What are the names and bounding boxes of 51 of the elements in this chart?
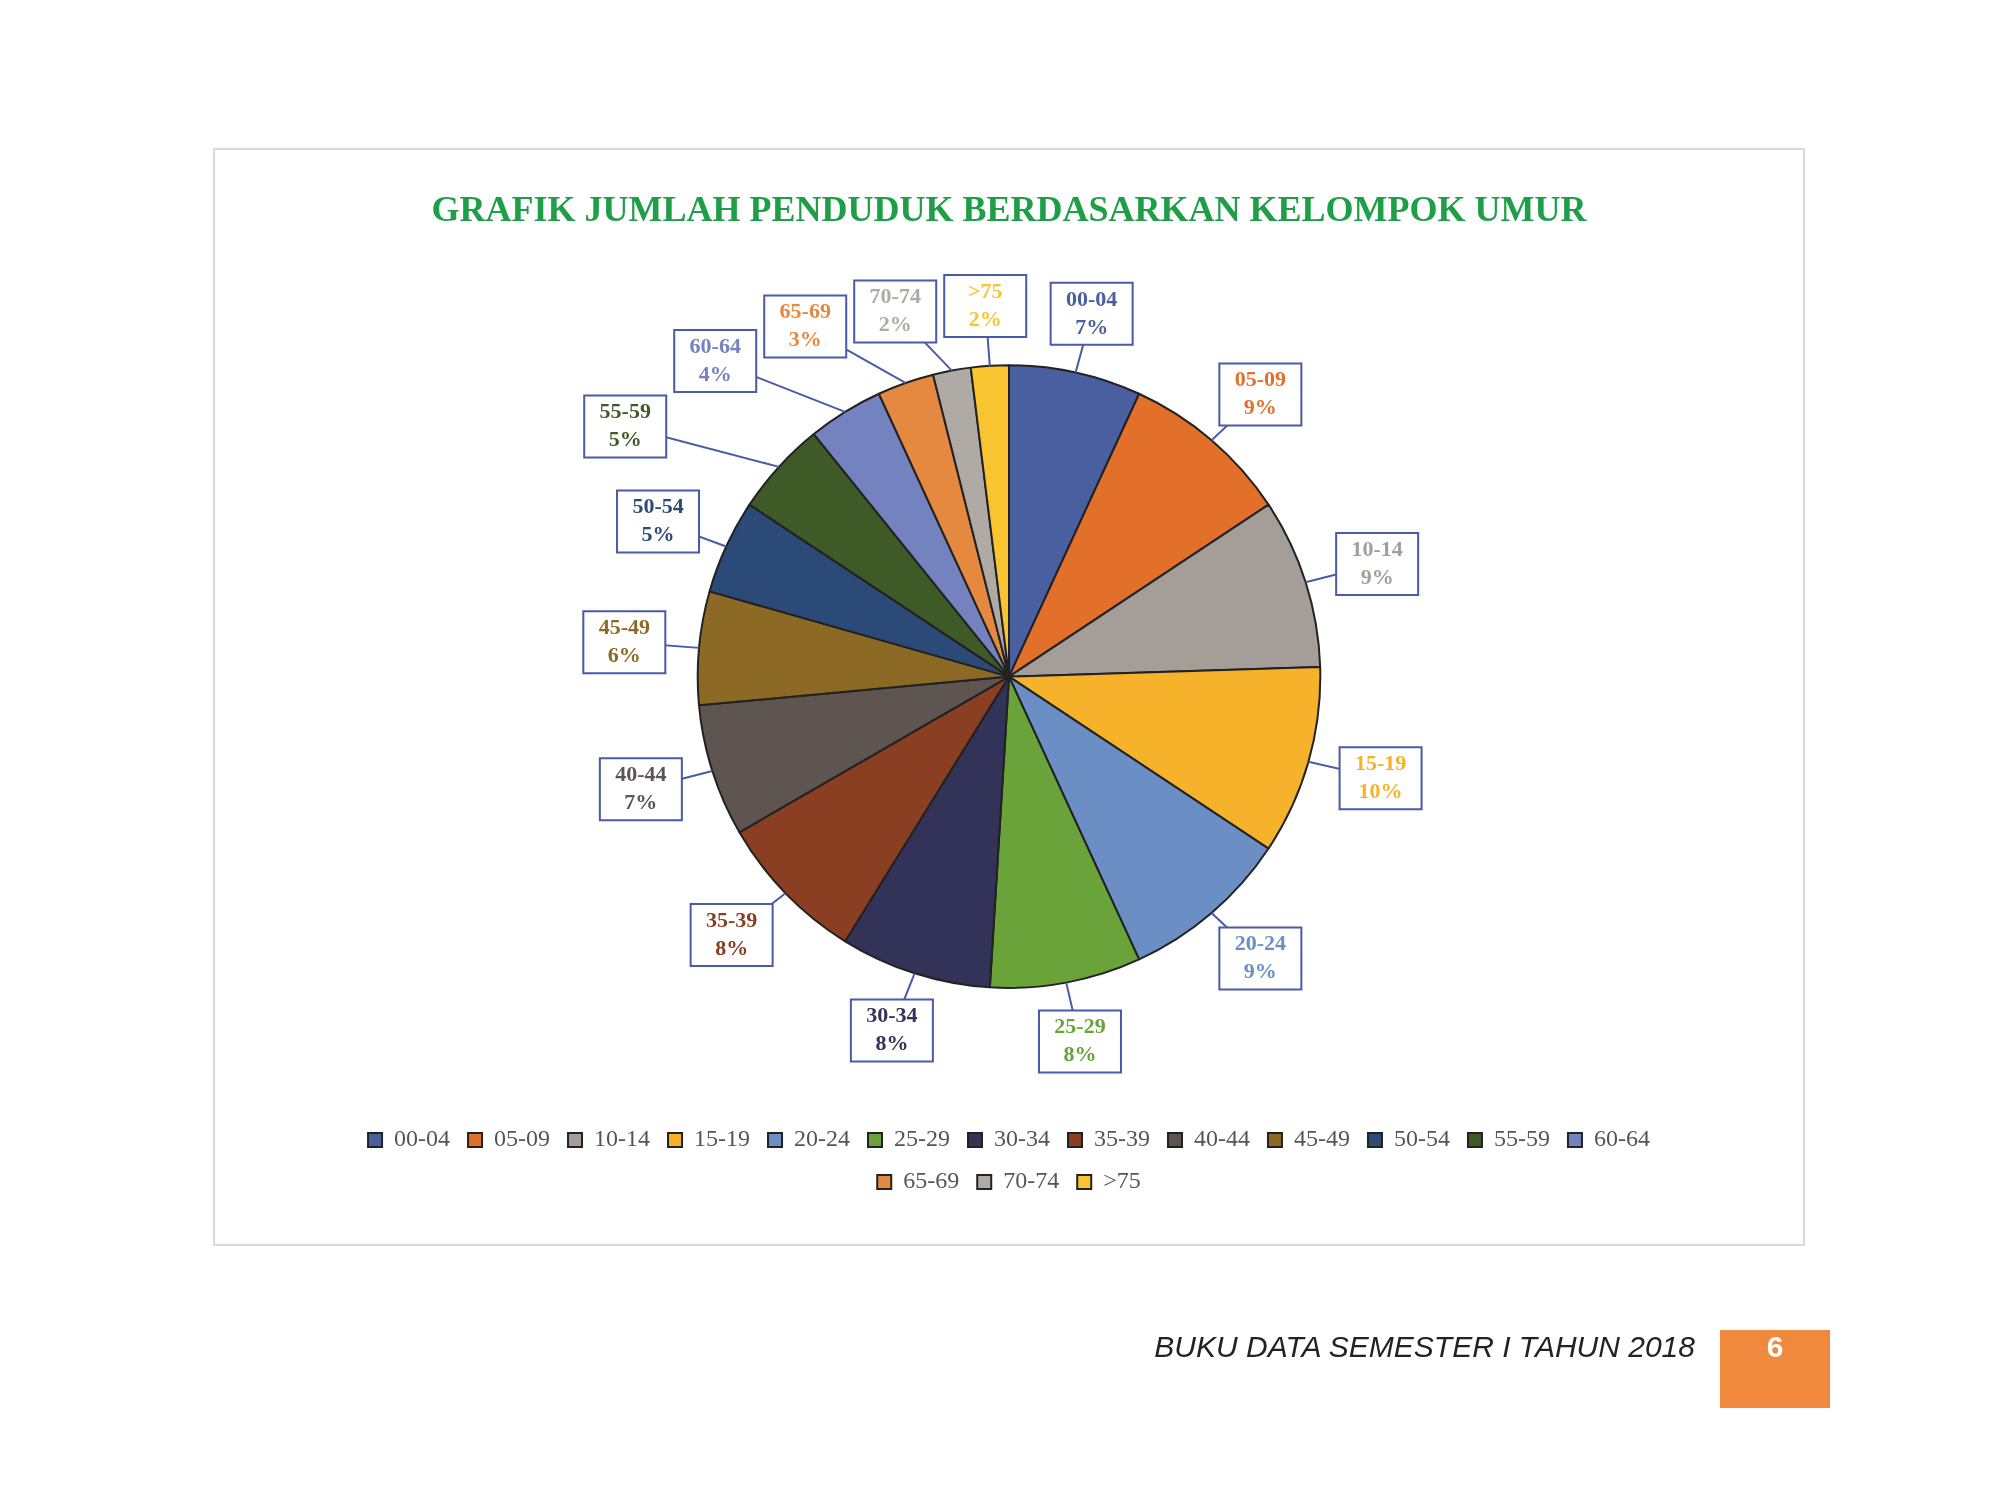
legend-label: 35-39 [1094, 1125, 1150, 1152]
legend-label: 00-04 [394, 1125, 451, 1152]
data-label: 9% [1243, 958, 1277, 984]
slice-label: 05-09 [1234, 366, 1287, 392]
data-label: 3% [788, 326, 822, 352]
data-label: 8% [1063, 1041, 1097, 1067]
data-label: 10% [1358, 777, 1403, 803]
data-label: 7% [1075, 313, 1109, 339]
legend-label: 50-54 [1393, 1125, 1450, 1152]
data-label: 4% [698, 360, 732, 386]
legend-label: 05-09 [494, 1125, 551, 1152]
slice-label: 15-19 [1354, 749, 1407, 775]
legend-label: 40-44 [1193, 1125, 1250, 1152]
slice-label: 40-44 [615, 760, 667, 786]
data-label: 9% [1360, 563, 1394, 589]
data-label: 7% [624, 788, 658, 814]
legend-label: 55-59 [1493, 1125, 1550, 1152]
data-label: 5% [641, 521, 675, 547]
slice-label: 20-24 [1234, 930, 1287, 956]
slice-label: 25-29 [1054, 1013, 1106, 1039]
legend-label: 25-29 [894, 1125, 951, 1152]
data-label: 5% [608, 426, 642, 452]
legend-label: 60-64 [1593, 1125, 1650, 1152]
slice-label: 60-64 [689, 332, 741, 358]
slice-label: 30-34 [866, 1002, 918, 1028]
legend-label: 10-14 [594, 1125, 651, 1152]
data-label: 8% [715, 934, 749, 960]
slice-label: 50-54 [632, 493, 684, 519]
text: BUKU DATA SEMESTER I TAHUN 2018 [1153, 1330, 1695, 1365]
legend-label: 45-49 [1293, 1125, 1350, 1152]
legend-label: 15-19 [694, 1125, 751, 1152]
data-label: 8% [875, 1030, 909, 1056]
data-label: 2% [878, 311, 912, 337]
slice-label: 55-59 [599, 398, 651, 424]
data-label: 6% [607, 642, 641, 668]
chart-title: GRAFIK JUMLAH PENDUDUK BERDASARKAN KELOMPOK UMUR [431, 188, 1588, 229]
slice-label: 70-74 [869, 283, 921, 309]
slice-label: 65-69 [779, 298, 831, 324]
legend-label: 65-69 [903, 1167, 960, 1194]
legend-label: 20-24 [794, 1125, 851, 1152]
slice-label: 45-49 [598, 614, 650, 640]
legend-label: 30-34 [994, 1125, 1050, 1152]
slice-label: 10-14 [1351, 535, 1403, 561]
slice-label: 00-04 [1065, 285, 1118, 311]
data-label: 9% [1243, 394, 1277, 420]
data-label: 2% [968, 305, 1002, 331]
legend-label: 70-74 [1003, 1167, 1060, 1194]
slice-label: 35-39 [705, 906, 758, 932]
slice-label: >75 [967, 277, 1003, 303]
legend-label: >75 [1103, 1167, 1141, 1194]
text: 6 [1720, 1330, 1830, 1408]
